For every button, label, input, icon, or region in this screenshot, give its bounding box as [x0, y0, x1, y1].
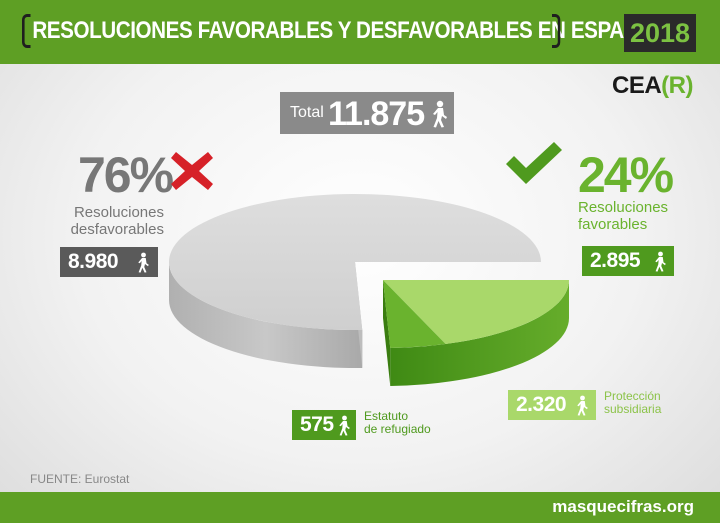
walking-person-icon: [138, 252, 149, 273]
slice-unfavorable: [169, 194, 542, 330]
walking-person-icon: [433, 100, 447, 128]
refugee-value: 575: [300, 413, 334, 436]
walking-person-icon: [577, 395, 588, 416]
refugee-label: Estatuto de refugiado: [364, 410, 464, 436]
subsidiary-value: 2.320: [516, 393, 567, 416]
total-value: 11.875: [328, 95, 425, 133]
subsidiary-label: Protección subsidiaria: [604, 390, 704, 416]
footer-bar: masquecifras.org: [0, 492, 720, 523]
walking-person-icon: [655, 251, 666, 272]
source-note: FUENTE: Eurostat: [30, 472, 130, 486]
footer-link[interactable]: masquecifras.org: [552, 497, 694, 516]
refugee-label-line2: de refugiado: [364, 422, 431, 436]
unfavorable-value-box: 8.980: [60, 247, 158, 277]
slice-refugee: [383, 280, 446, 348]
unfavorable-label-line2: desfavorables: [70, 221, 164, 238]
favorable-percent: 24%: [578, 147, 674, 203]
favorable-label-line1: Resoluciones: [578, 199, 669, 216]
cross-icon: [171, 152, 213, 190]
favorable-value-box: 2.895: [582, 246, 674, 276]
year-badge: 2018: [624, 14, 696, 52]
cear-logo: CEA(R): [612, 72, 693, 100]
unfavorable-percent: 76%: [78, 147, 174, 203]
favorable-value: 2.895: [590, 249, 641, 272]
logo-bracket-text: (R): [661, 72, 693, 99]
check-icon: [506, 142, 562, 184]
logo-text: CEA: [612, 72, 662, 99]
subsidiary-label-line1: Protección: [604, 389, 661, 403]
slice-unfavorable-side: [169, 262, 363, 368]
subsidiary-value-box: 2.320: [508, 390, 596, 420]
unfavorable-label: Resoluciones desfavorables: [40, 204, 164, 238]
refugee-label-line1: Estatuto: [364, 409, 409, 423]
favorable-label: Resoluciones favorables: [578, 199, 702, 233]
slice-favorable-side: [390, 280, 569, 386]
subsidiary-label-line2: subsidiaria: [604, 402, 662, 416]
header-bar: [0, 0, 720, 64]
unfavorable-value: 8.980: [68, 250, 119, 273]
slice-subsidiary: [383, 280, 569, 345]
walking-person-icon: [339, 415, 350, 436]
favorable-label-line2: favorables: [578, 216, 648, 233]
slice-favorable-cut: [383, 280, 391, 386]
total-box: Total 11.875: [280, 92, 454, 134]
total-label: Total: [290, 104, 324, 121]
refugee-value-box: 575: [292, 410, 356, 440]
unfavorable-label-line1: Resoluciones: [73, 204, 164, 221]
